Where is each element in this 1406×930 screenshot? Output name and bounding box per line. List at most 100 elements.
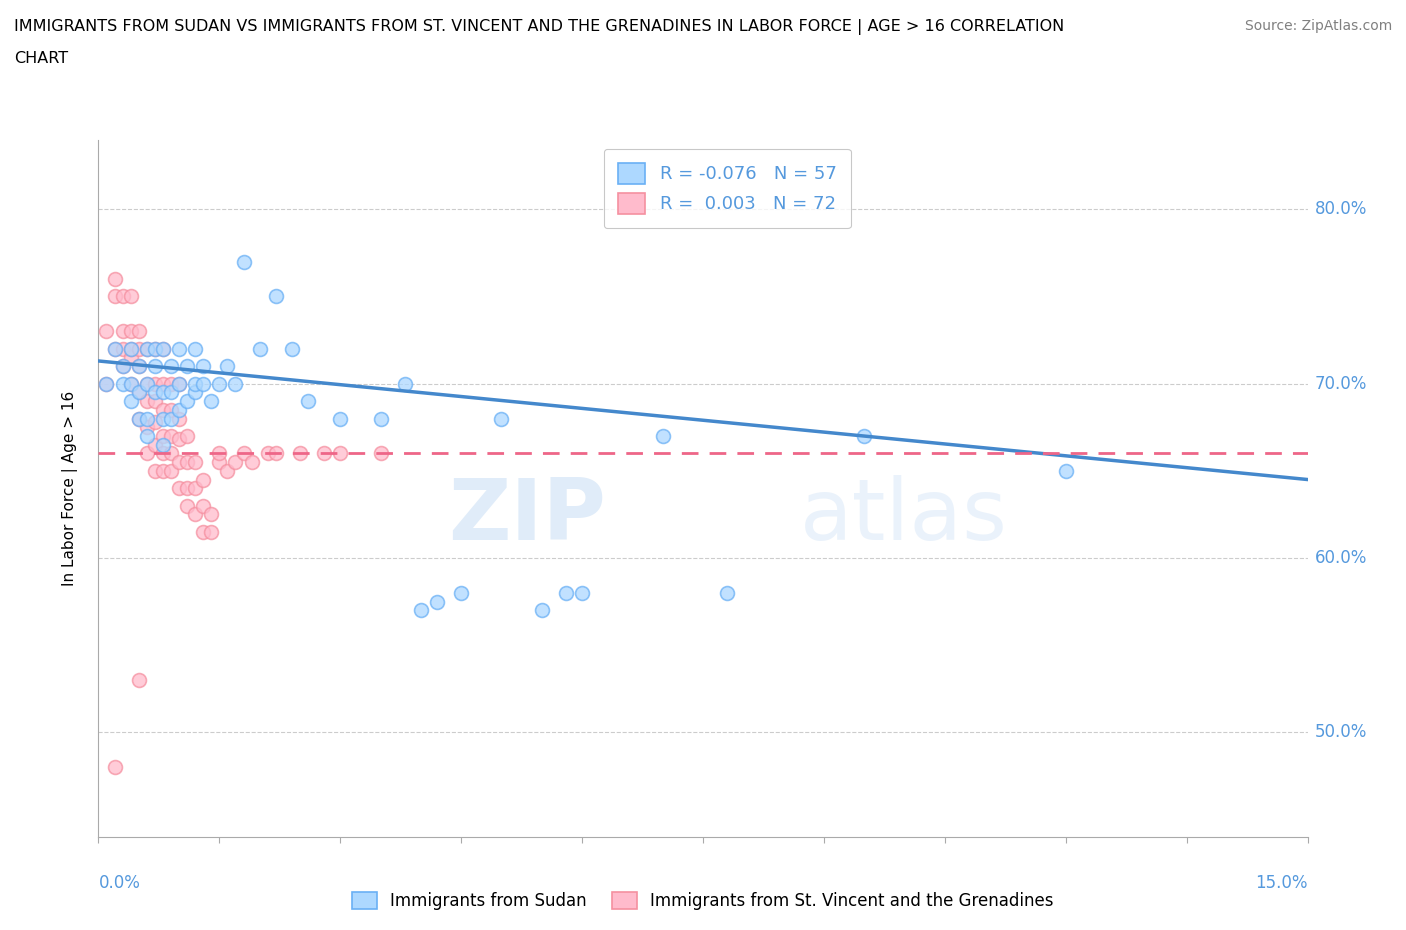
Point (200, 507, 222, 522)
Point (120, 393, 142, 408)
Point (103, 341, 125, 356)
Point (329, 446, 352, 461)
Point (128, 411, 150, 426)
Point (176, 455, 198, 470)
Point (370, 411, 392, 426)
Point (128, 359, 150, 374)
Point (176, 498, 198, 513)
Point (143, 415, 166, 430)
Point (96, 377, 118, 392)
Point (120, 289, 142, 304)
Point (256, 446, 278, 461)
Point (143, 437, 166, 452)
Point (111, 341, 134, 356)
Text: 70.0%: 70.0% (1315, 375, 1367, 392)
Point (128, 385, 150, 400)
Point (264, 446, 287, 461)
Point (208, 377, 231, 392)
Point (167, 341, 190, 356)
Point (111, 359, 134, 374)
Point (143, 393, 166, 408)
Point (120, 350, 142, 365)
Y-axis label: In Labor Force | Age > 16: In Labor Force | Age > 16 (62, 391, 77, 586)
Point (135, 419, 157, 434)
Point (167, 377, 190, 392)
Point (167, 377, 190, 392)
Legend: Immigrants from Sudan, Immigrants from St. Vincent and the Grenadines: Immigrants from Sudan, Immigrants from S… (346, 885, 1060, 917)
Point (281, 341, 304, 356)
Point (249, 341, 271, 356)
Point (152, 437, 174, 452)
Point (1054, 463, 1077, 478)
Point (111, 377, 134, 392)
Point (111, 359, 134, 374)
Point (240, 455, 263, 470)
Point (160, 411, 183, 426)
Text: atlas: atlas (800, 474, 1008, 558)
Point (160, 446, 183, 461)
Point (200, 393, 222, 408)
Point (184, 341, 207, 356)
Point (208, 455, 231, 470)
Point (128, 672, 150, 687)
Point (314, 446, 336, 461)
Point (167, 455, 190, 470)
Point (193, 359, 215, 374)
Point (160, 359, 183, 374)
Point (232, 254, 254, 269)
Point (120, 377, 142, 392)
Point (143, 341, 166, 356)
Point (224, 455, 246, 470)
Point (152, 463, 174, 478)
Point (184, 455, 207, 470)
Point (193, 377, 215, 392)
Point (853, 429, 876, 444)
Text: Source: ZipAtlas.com: Source: ZipAtlas.com (1244, 19, 1392, 33)
Point (491, 411, 513, 426)
Point (120, 341, 142, 356)
Point (184, 507, 207, 522)
Point (152, 341, 174, 356)
Point (200, 525, 222, 539)
Point (152, 411, 174, 426)
Point (128, 411, 150, 426)
Point (152, 446, 174, 461)
Point (120, 324, 142, 339)
Point (120, 377, 142, 392)
Point (329, 411, 352, 426)
Point (184, 385, 207, 400)
Text: CHART: CHART (14, 51, 67, 66)
Legend: R = -0.076   N = 57, R =  0.003   N = 72: R = -0.076 N = 57, R = 0.003 N = 72 (603, 149, 851, 228)
Point (176, 359, 198, 374)
Point (716, 586, 738, 601)
Point (135, 393, 157, 408)
Point (128, 385, 150, 400)
Text: ZIP: ZIP (449, 474, 606, 558)
Point (394, 377, 416, 392)
Point (143, 385, 166, 400)
Point (128, 341, 150, 356)
Text: 50.0%: 50.0% (1315, 724, 1367, 741)
Point (152, 385, 174, 400)
Point (450, 586, 472, 601)
Point (208, 446, 231, 461)
Point (135, 341, 157, 356)
Point (160, 403, 183, 418)
Point (184, 481, 207, 496)
Text: 15.0%: 15.0% (1256, 874, 1308, 892)
Point (370, 446, 392, 461)
Point (135, 377, 157, 392)
Point (152, 377, 174, 392)
Point (111, 289, 134, 304)
Point (111, 324, 134, 339)
Text: IMMIGRANTS FROM SUDAN VS IMMIGRANTS FROM ST. VINCENT AND THE GRENADINES IN LABOR: IMMIGRANTS FROM SUDAN VS IMMIGRANTS FROM… (14, 19, 1064, 34)
Point (103, 272, 125, 286)
Point (176, 481, 198, 496)
Point (96, 377, 118, 392)
Point (143, 463, 166, 478)
Text: 80.0%: 80.0% (1315, 200, 1367, 219)
Point (160, 377, 183, 392)
Point (96, 324, 118, 339)
Point (184, 377, 207, 392)
Point (409, 603, 432, 618)
